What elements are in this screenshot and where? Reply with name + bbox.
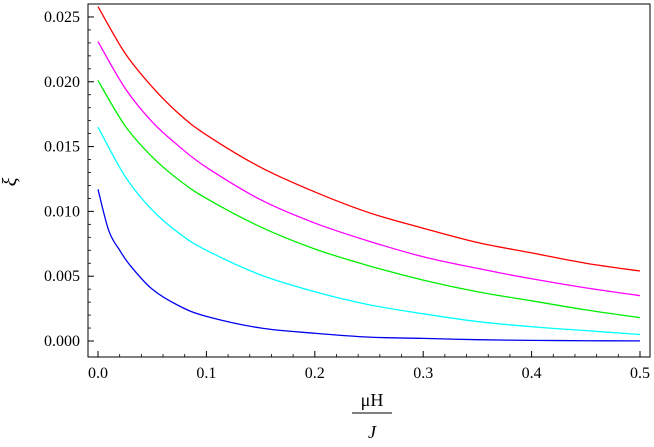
- series-line-1: [97, 6, 641, 272]
- x-tick-label: 0.3: [413, 365, 433, 382]
- x-tick-label: 0.0: [88, 365, 108, 382]
- y-tick-label: 0.020: [44, 74, 80, 91]
- y-tick-label: 0.005: [44, 268, 80, 285]
- y-tick-label: 0.025: [44, 9, 80, 26]
- x-axis-label-numerator: μH: [361, 390, 384, 410]
- x-tick-label: 0.5: [630, 365, 650, 382]
- y-tick-label: 0.000: [44, 333, 80, 350]
- x-tick-label: 0.4: [522, 365, 542, 382]
- x-axis-label-denominator: J: [368, 422, 377, 442]
- ticks-layer: 0.0 0.1 0.2 0.3 0.4 0.5 0.000 0.005 0.010 0.015 0.…: [44, 9, 650, 382]
- y-tick-label: 0.010: [44, 203, 80, 220]
- series-line-2: [97, 41, 641, 297]
- series-line-4: [97, 126, 641, 336]
- y-axis-label: ξ: [0, 177, 21, 186]
- x-tick-label: 0.2: [305, 365, 325, 382]
- series-line-3: [97, 80, 641, 319]
- y-tick-label: 0.015: [44, 139, 80, 156]
- x-tick-label: 0.1: [196, 365, 216, 382]
- plot-frame: [87, 3, 651, 358]
- series-layer: [97, 6, 641, 342]
- series-line-5: [97, 189, 641, 342]
